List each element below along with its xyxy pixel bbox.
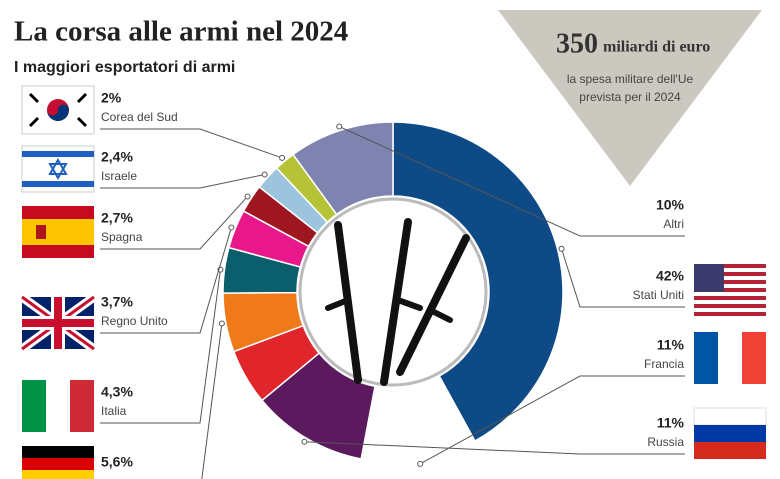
annotation-text: la spesa militare dell'Ue: [567, 72, 694, 86]
flag-france: [694, 332, 766, 384]
leader-dot: [244, 193, 251, 200]
leader-line: [100, 128, 283, 159]
leader-dot: [301, 438, 308, 445]
donut-slice: [392, 121, 564, 442]
annotation-headline: 350: [556, 28, 598, 59]
leader-line: [419, 375, 685, 465]
annotation-text: prevista per il 2024: [579, 90, 681, 104]
leader-line: [304, 441, 685, 455]
value-label: 10%: [656, 197, 685, 213]
leader-line: [339, 126, 685, 237]
flag-russia: [693, 407, 767, 459]
category-label: Altri: [663, 217, 684, 231]
leader-line: [100, 227, 232, 334]
value-label: 4,3%: [101, 384, 133, 400]
category-label: Spagna: [101, 230, 143, 244]
weapons-icon: [325, 218, 470, 386]
value-label: 3,7%: [101, 294, 133, 310]
leader-dot: [261, 171, 268, 178]
value-label: 2,7%: [101, 210, 133, 226]
flag-korea: [21, 85, 95, 135]
donut-slice: [292, 121, 394, 216]
flag-uk: [19, 293, 97, 353]
leader-dot: [228, 224, 235, 231]
category-label: Stati Uniti: [633, 288, 684, 302]
chart-title: La corsa alle armi nel 2024: [14, 16, 348, 48]
flag-israel: [21, 145, 95, 193]
value-label: 11%: [657, 415, 685, 431]
leader-line: [100, 196, 248, 250]
leader-dot: [218, 320, 225, 327]
flag-italy: [22, 380, 94, 432]
flag-usa: [694, 264, 766, 316]
leader-dot: [336, 123, 343, 130]
donut-hole: [298, 197, 488, 387]
value-label: 42%: [656, 268, 685, 284]
leader-dot: [558, 245, 565, 252]
flag-spain: [22, 206, 94, 258]
value-label: 2%: [101, 90, 122, 106]
category-label: Francia: [644, 357, 684, 371]
category-label: Russia: [647, 435, 684, 449]
value-label: 11%: [657, 337, 685, 353]
value-label: 2,4%: [101, 149, 133, 165]
category-label: Regno Unito: [101, 314, 168, 328]
leader-line: [100, 269, 221, 424]
leader-dot: [417, 460, 424, 467]
category-label: Italia: [101, 404, 127, 418]
flag-germany: [22, 446, 94, 479]
leader-dot: [279, 154, 286, 161]
category-label: Israele: [101, 169, 137, 183]
category-label: Corea del Sud: [101, 110, 178, 124]
annotation-diamond: [498, 10, 762, 186]
leader-line: [100, 174, 265, 189]
chart-subtitle: I maggiori esportatori di armi: [14, 59, 235, 76]
annotation-unit: miliardi di euro: [603, 39, 710, 56]
leader-line: [561, 248, 685, 308]
donut: [100, 121, 685, 479]
leader-line: [201, 323, 223, 479]
value-label: 5,6%: [101, 454, 133, 470]
